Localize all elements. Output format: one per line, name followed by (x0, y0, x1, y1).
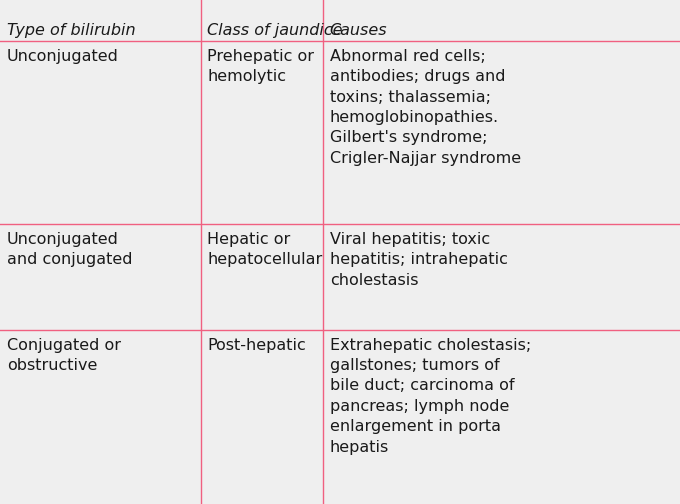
Text: Prehepatic or
hemolytic: Prehepatic or hemolytic (207, 49, 314, 84)
Text: Hepatic or
hepatocellular: Hepatic or hepatocellular (207, 232, 322, 267)
Text: Conjugated or
obstructive: Conjugated or obstructive (7, 338, 121, 373)
Text: Post-hepatic: Post-hepatic (207, 338, 306, 353)
Text: Unconjugated
and conjugated: Unconjugated and conjugated (7, 232, 133, 267)
Text: Type of bilirubin: Type of bilirubin (7, 23, 135, 38)
Text: Class of jaundice: Class of jaundice (207, 23, 343, 38)
Text: Extrahepatic cholestasis;
gallstones; tumors of
bile duct; carcinoma of
pancreas: Extrahepatic cholestasis; gallstones; tu… (330, 338, 531, 455)
Text: Viral hepatitis; toxic
hepatitis; intrahepatic
cholestasis: Viral hepatitis; toxic hepatitis; intrah… (330, 232, 508, 288)
Text: Abnormal red cells;
antibodies; drugs and
toxins; thalassemia;
hemoglobinopathie: Abnormal red cells; antibodies; drugs an… (330, 49, 521, 166)
Text: Causes: Causes (330, 23, 388, 38)
Text: Unconjugated: Unconjugated (7, 49, 119, 64)
